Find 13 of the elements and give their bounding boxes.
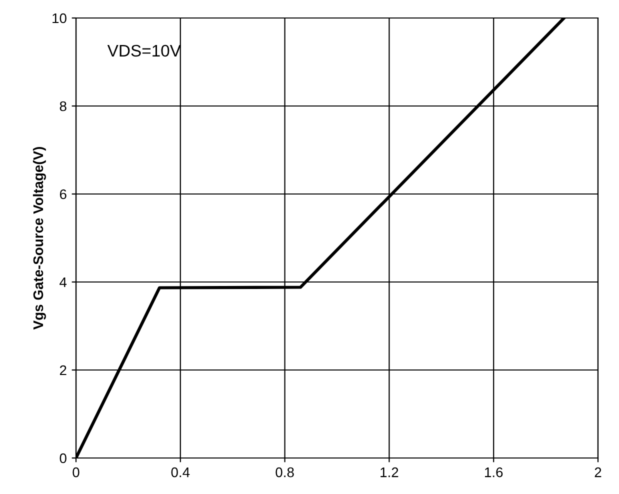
x-tick-label: 0.4: [171, 467, 190, 478]
x-tick-label: 0.8: [276, 467, 294, 478]
y-tick-label: 10: [52, 13, 66, 24]
y-tick-label: 0: [60, 453, 66, 464]
y-tick-label: 4: [60, 277, 67, 288]
y-tick-label: 6: [60, 189, 66, 200]
x-tick-label: 2: [594, 467, 602, 478]
x-tick-label: 1.2: [380, 467, 398, 478]
y-axis-title: Vgs Gate-Source Voltage(V): [32, 146, 46, 330]
y-tick-label: 2: [60, 365, 66, 376]
x-tick-label: 0: [72, 467, 80, 478]
x-tick-label: 1.6: [485, 467, 503, 478]
y-tick-label: 8: [60, 101, 66, 112]
